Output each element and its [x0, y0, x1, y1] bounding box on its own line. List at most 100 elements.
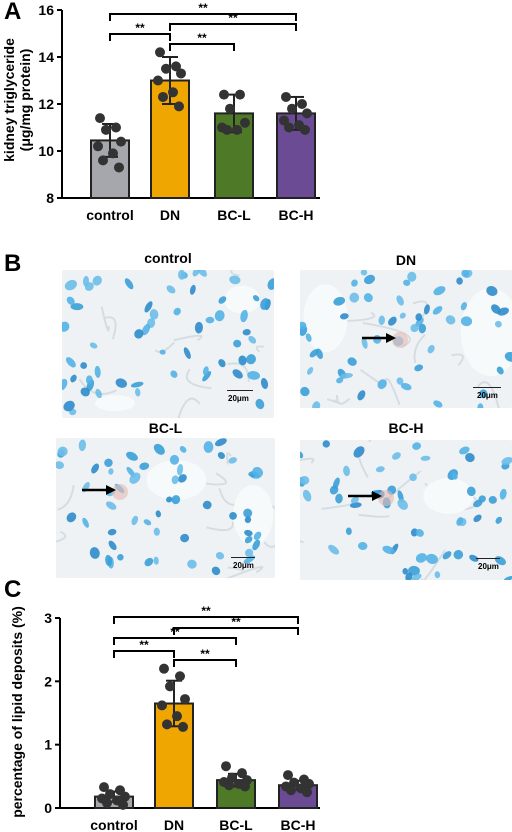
nucleus	[504, 351, 512, 362]
nucleus	[117, 554, 124, 561]
micrograph-control	[62, 270, 274, 418]
micrograph-title-control: control	[144, 250, 192, 266]
nucleus	[305, 333, 312, 342]
nucleus	[217, 451, 225, 460]
significance-label: **	[139, 638, 149, 652]
nucleus	[300, 476, 310, 485]
tissue-fiber	[225, 565, 264, 578]
data-point	[286, 785, 296, 796]
chart-c-lipid-deposits: 0 1 2 3 percentage of lipid deposits (%) cont…	[9, 604, 320, 832]
nucleus	[267, 278, 274, 290]
nucleus	[432, 306, 443, 315]
arrow-head	[106, 485, 116, 495]
micrograph-texture	[300, 270, 512, 408]
data-point	[297, 99, 307, 109]
nucleus	[300, 451, 304, 459]
nucleus	[149, 309, 159, 320]
nucleus	[63, 400, 75, 412]
arrow-head	[386, 333, 396, 343]
lipid-droplet	[378, 490, 394, 506]
y-tick-label: 14	[38, 49, 54, 65]
nucleus	[108, 540, 117, 551]
nucleus	[434, 571, 441, 579]
data-point	[114, 162, 124, 173]
significance-label: **	[198, 1, 208, 15]
nucleus	[363, 293, 373, 303]
nucleus	[357, 542, 368, 550]
data-point	[98, 155, 108, 166]
nucleus	[85, 375, 93, 385]
y-axis-label: percentage of lipid deposits (%)	[9, 606, 25, 818]
nucleus	[215, 438, 227, 447]
nucleus	[403, 279, 411, 286]
nucleus	[461, 270, 470, 278]
data-point	[232, 124, 242, 135]
nucleus	[478, 495, 486, 503]
panel-label-c: C	[4, 576, 22, 603]
nucleus	[473, 514, 482, 523]
nucleus	[171, 495, 181, 505]
data-point	[99, 782, 109, 793]
data-point	[158, 91, 168, 102]
nucleus	[388, 316, 397, 326]
data-point	[157, 700, 167, 711]
nucleus	[215, 551, 225, 560]
nucleus	[335, 493, 343, 504]
data-point	[111, 122, 121, 133]
nucleus	[503, 576, 512, 580]
data-point	[116, 136, 126, 147]
nucleus	[104, 458, 113, 468]
nucleus	[412, 442, 421, 450]
nucleus	[91, 463, 100, 474]
tissue-fiber	[300, 457, 315, 464]
nucleus	[228, 457, 237, 464]
lumen	[233, 485, 274, 545]
nucleus	[169, 454, 180, 465]
data-point	[171, 61, 181, 72]
nucleus	[248, 335, 257, 344]
data-point	[304, 778, 314, 789]
nucleus	[336, 377, 344, 384]
nucleus	[66, 296, 75, 305]
nucleus	[82, 481, 90, 493]
nucleus	[232, 369, 243, 379]
nucleus	[479, 389, 488, 399]
tissue-fiber	[177, 397, 201, 418]
tissue-fiber	[227, 362, 250, 382]
tissue-fiber	[227, 566, 244, 572]
x-tick-label: control	[90, 817, 137, 832]
nucleus	[62, 321, 70, 332]
panel-label-a: A	[4, 0, 22, 25]
nucleus	[456, 277, 463, 285]
nucleus	[425, 553, 438, 564]
y-tick-label: 16	[38, 2, 54, 18]
data-point	[168, 87, 178, 98]
significance-label: **	[197, 31, 207, 45]
tissue-fiber	[230, 270, 240, 277]
nucleus	[94, 365, 101, 378]
nucleus	[339, 313, 349, 320]
nucleus	[89, 342, 98, 349]
nucleus	[105, 554, 113, 567]
nucleus	[460, 316, 473, 327]
nucleus	[402, 567, 409, 575]
data-point	[101, 124, 111, 135]
lumen	[423, 478, 474, 514]
nucleus	[433, 286, 446, 296]
nucleus	[466, 486, 476, 497]
tissue-fiber	[57, 484, 75, 511]
nucleus	[361, 337, 368, 349]
nucleus	[107, 528, 117, 536]
nucleus	[240, 309, 248, 323]
x-tick-label: DN	[164, 817, 184, 832]
nucleus	[153, 443, 165, 455]
tissue-fiber	[255, 345, 265, 353]
significance-label: **	[228, 11, 238, 25]
tissue-fiber	[451, 353, 464, 366]
tissue-fiber	[358, 513, 390, 518]
nucleus	[442, 551, 452, 560]
nucleus	[70, 374, 77, 383]
nucleus	[415, 529, 424, 537]
nucleus	[456, 517, 464, 526]
nucleus	[130, 381, 144, 388]
